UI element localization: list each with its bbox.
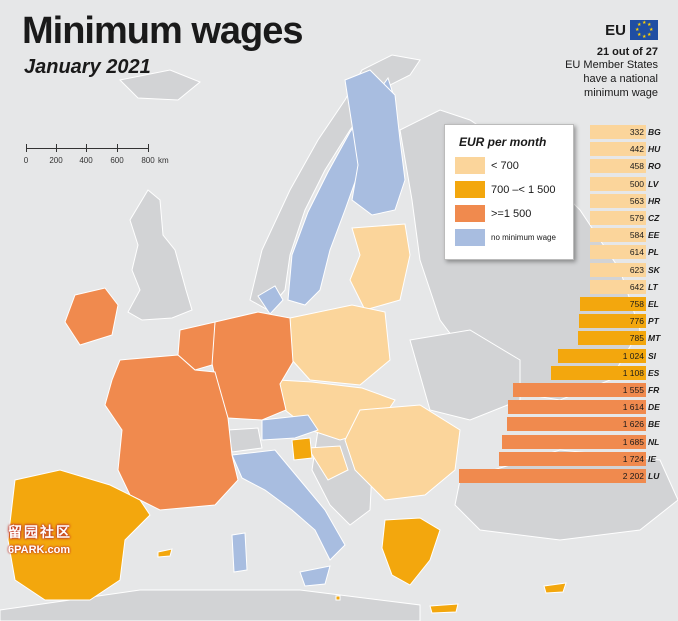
legend-label: no minimum wage [491, 233, 556, 242]
scale-tick [56, 144, 57, 152]
map-denmark [257, 285, 284, 315]
scale-bar: 0 200 400 600 800 km [23, 140, 186, 170]
map-austria [261, 414, 319, 441]
map-north-africa [0, 589, 421, 621]
map-subtitle: January 2021 [24, 56, 151, 78]
watermark-en: 6PARK.com [8, 544, 71, 556]
scale-label: 800 [141, 156, 155, 165]
eu-info-box: EU ★ ★ ★ ★ ★ ★ ★ ★ 21 out of 27 EU Member Sta… [565, 20, 658, 100]
legend-label: >=1 500 [491, 207, 532, 220]
map-benelux [177, 321, 216, 371]
map-iceland [118, 69, 201, 101]
scale-label: 400 [79, 156, 93, 165]
eu-desc-line: minimum wage [584, 87, 658, 99]
map-malta [335, 595, 341, 601]
legend-item: 700 –< 1 500 [455, 181, 556, 198]
map-title: Minimum wages [22, 10, 303, 52]
map-croatia [307, 445, 349, 481]
eu-flag-icon: ★ ★ ★ ★ ★ ★ ★ ★ [630, 20, 658, 40]
map-romania-bulgaria [344, 404, 461, 501]
map-ukraine [409, 329, 521, 421]
map-greece [381, 517, 441, 586]
eu-label: EU [605, 21, 626, 39]
map-great-britain [127, 189, 193, 321]
map-cyprus [543, 582, 567, 594]
map-slovenia [291, 437, 313, 461]
map-sardinia [231, 532, 248, 573]
legend-swatch [455, 229, 485, 246]
watermark: 留园社区 6PARK.com [8, 522, 72, 556]
legend-swatch [455, 181, 485, 198]
map-baltics [349, 223, 411, 311]
scale-tick [117, 144, 118, 152]
scale-label: 600 [110, 156, 124, 165]
map-switzerland [227, 427, 263, 453]
map-italy [231, 449, 346, 561]
map-sicily [299, 565, 331, 587]
map-poland [289, 304, 391, 386]
legend-label: 700 –< 1 500 [491, 183, 556, 196]
map-france [104, 354, 239, 511]
scale-line [26, 148, 148, 149]
scale-tick [148, 144, 149, 152]
eu-member-count: 21 out of 27 [596, 46, 658, 58]
legend-swatch [455, 157, 485, 174]
scale-tick [26, 144, 27, 152]
map-crete [429, 603, 459, 614]
legend-item: < 700 [455, 157, 519, 174]
legend-label: < 700 [491, 159, 519, 172]
legend-swatch [455, 205, 485, 222]
map-finland [344, 69, 406, 216]
legend-item: no minimum wage [455, 229, 556, 246]
scale-unit: km [158, 156, 169, 165]
map-ireland [64, 287, 119, 346]
watermark-cn: 留园社区 [8, 524, 72, 540]
scale-label: 0 [23, 156, 29, 165]
map-balearics [157, 548, 173, 558]
legend-title: EUR per month [459, 135, 547, 149]
legend-item: >=1 500 [455, 205, 531, 222]
map-spain-portugal [7, 469, 151, 601]
scale-label: 200 [49, 156, 63, 165]
eu-desc-line: have a national [583, 73, 658, 85]
scale-tick [86, 144, 87, 152]
eu-desc-line: EU Member States [565, 59, 658, 71]
legend: EUR per month < 700 700 –< 1 500 >=1 500… [444, 124, 574, 260]
map-norway [249, 54, 421, 311]
